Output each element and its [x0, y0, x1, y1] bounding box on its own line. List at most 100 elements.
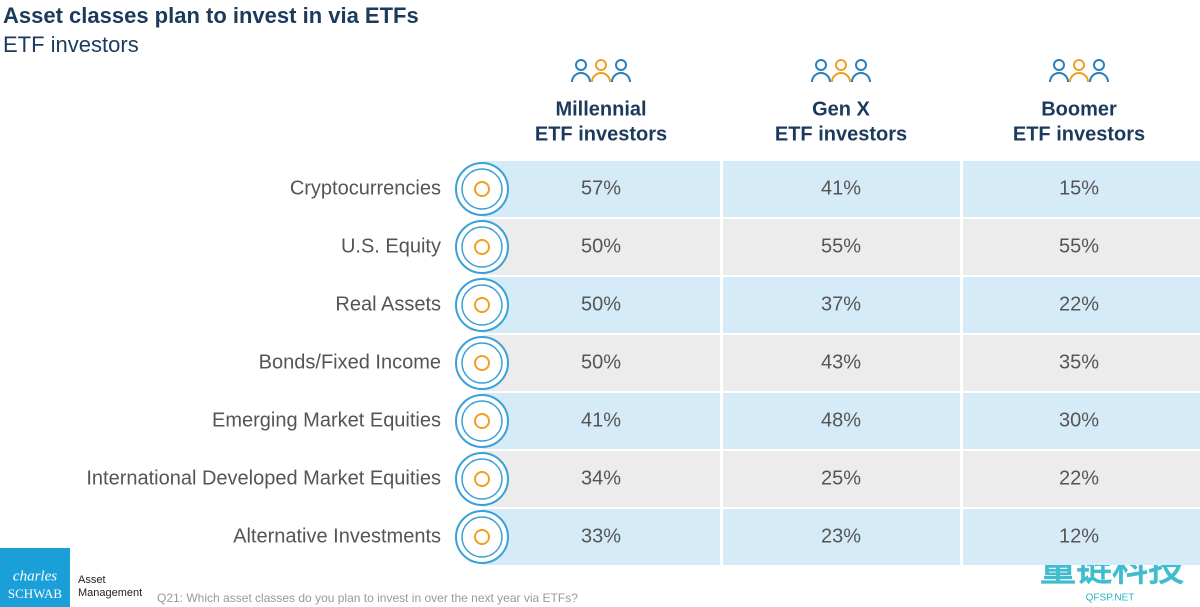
cell: [723, 509, 960, 565]
cell: [963, 219, 1200, 275]
cell-value: 25%: [821, 467, 861, 489]
cell-value: 22%: [1059, 467, 1099, 489]
body: [811, 72, 831, 83]
row-label: Cryptocurrencies: [290, 177, 441, 199]
row-icon-inner: [461, 458, 503, 500]
column-header: ETF investors: [1013, 123, 1145, 145]
row-icon: [455, 452, 509, 506]
cell: [963, 509, 1200, 565]
row-label: Alternative Investments: [233, 525, 441, 547]
cell-value: 57%: [581, 177, 621, 199]
cell-value: 12%: [1059, 525, 1099, 547]
cell: [963, 451, 1200, 507]
row-label: International Developed Market Equities: [86, 467, 441, 489]
row-icon: [455, 278, 509, 332]
row-label: Emerging Market Equities: [212, 409, 441, 431]
row-label: Real Assets: [335, 293, 441, 315]
row-icon: [455, 510, 509, 564]
cell: [482, 335, 720, 391]
watermark: QFSP.NET: [1086, 593, 1135, 604]
column-header: Gen X: [812, 98, 870, 120]
logo-unit: Management: [78, 587, 142, 599]
cell: [482, 393, 720, 449]
body: [1089, 72, 1109, 83]
head: [575, 59, 587, 71]
logo-unit: Asset: [78, 574, 106, 586]
logo-brand: charles: [13, 568, 57, 584]
cell-value: 23%: [821, 525, 861, 547]
body: [591, 72, 611, 83]
cell-value: 22%: [1059, 293, 1099, 315]
cell: [723, 335, 960, 391]
cell-value: 50%: [581, 293, 621, 315]
body: [571, 72, 591, 83]
head: [595, 59, 607, 71]
title: Asset classes plan to invest in via ETFs: [3, 3, 419, 28]
row-icon: [455, 394, 509, 448]
cell-value: 48%: [821, 409, 861, 431]
cell: [963, 393, 1200, 449]
column-header: ETF investors: [775, 123, 907, 145]
cell-value: 55%: [1059, 235, 1099, 257]
people-icon: [571, 59, 631, 83]
head: [1053, 59, 1065, 71]
footnote: Q21: Which asset classes do you plan to …: [157, 591, 578, 605]
row-icon-inner: [461, 226, 503, 268]
logo-box: [0, 548, 70, 607]
cell: [723, 451, 960, 507]
logo-brand: SCHWAB: [8, 586, 63, 601]
cell-value: 30%: [1059, 409, 1099, 431]
cell-value: 50%: [581, 351, 621, 373]
row-icon-inner: [461, 400, 503, 442]
row-icon-inner: [461, 168, 503, 210]
cell-value: 34%: [581, 467, 621, 489]
row-icon: [455, 220, 509, 274]
people-icon: [811, 59, 871, 83]
body: [831, 72, 851, 83]
row-icon-dot: [474, 297, 490, 313]
people-icon: [1049, 59, 1109, 83]
cell: [482, 451, 720, 507]
head: [1093, 59, 1105, 71]
column-header: ETF investors: [535, 123, 667, 145]
body: [611, 72, 631, 83]
cell: [963, 335, 1200, 391]
cell-value: 41%: [581, 409, 621, 431]
cell: [482, 277, 720, 333]
row-icon-inner: [461, 342, 503, 384]
cell-value: 41%: [821, 177, 861, 199]
cell: [482, 161, 720, 217]
head: [1073, 59, 1085, 71]
row-icon-inner: [461, 516, 503, 558]
head: [815, 59, 827, 71]
cell: [963, 277, 1200, 333]
row-icon-dot: [474, 471, 490, 487]
column-header: Boomer: [1041, 98, 1117, 120]
head: [615, 59, 627, 71]
subtitle: ETF investors: [3, 32, 139, 57]
row-icon-dot: [474, 239, 490, 255]
cell-value: 43%: [821, 351, 861, 373]
cell: [723, 393, 960, 449]
row-icon: [455, 162, 509, 216]
cell: [723, 277, 960, 333]
body: [851, 72, 871, 83]
cell: [723, 219, 960, 275]
cell-value: 37%: [821, 293, 861, 315]
row-icon-dot: [474, 355, 490, 371]
body: [1049, 72, 1069, 83]
cell-value: 33%: [581, 525, 621, 547]
head: [835, 59, 847, 71]
row-icon-inner: [461, 284, 503, 326]
row-icon-dot: [474, 413, 490, 429]
row-icon-dot: [474, 181, 490, 197]
cell-value: 55%: [821, 235, 861, 257]
head: [855, 59, 867, 71]
cell-value: 15%: [1059, 177, 1099, 199]
row-icon-dot: [474, 529, 490, 545]
body: [1069, 72, 1089, 83]
cell-value: 35%: [1059, 351, 1099, 373]
cell: [482, 509, 720, 565]
cell-value: 50%: [581, 235, 621, 257]
